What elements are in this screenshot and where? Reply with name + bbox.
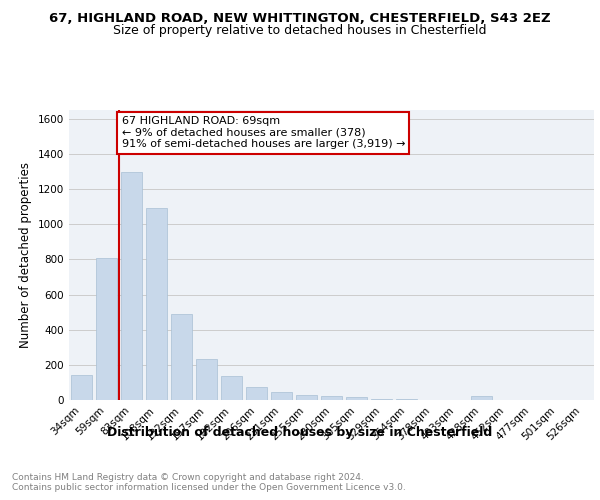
Text: 67 HIGHLAND ROAD: 69sqm
← 9% of detached houses are smaller (378)
91% of semi-de: 67 HIGHLAND ROAD: 69sqm ← 9% of detached… [121,116,405,150]
Bar [221,376,242,400]
Y-axis label: Number of detached properties: Number of detached properties [19,162,32,348]
Text: Distribution of detached houses by size in Chesterfield: Distribution of detached houses by size … [107,426,493,439]
Bar [96,258,117,400]
Bar [321,396,342,400]
Bar [146,208,167,400]
Bar [171,314,192,400]
Bar [471,396,492,400]
Bar [246,387,267,400]
Bar [296,394,317,400]
Text: 67, HIGHLAND ROAD, NEW WHITTINGTON, CHESTERFIELD, S43 2EZ: 67, HIGHLAND ROAD, NEW WHITTINGTON, CHES… [49,12,551,26]
Bar [196,358,217,400]
Bar [396,399,417,400]
Bar [71,376,92,400]
Text: Contains HM Land Registry data © Crown copyright and database right 2024.
Contai: Contains HM Land Registry data © Crown c… [12,472,406,492]
Bar [271,392,292,400]
Bar [121,172,142,400]
Bar [371,399,392,400]
Text: Size of property relative to detached houses in Chesterfield: Size of property relative to detached ho… [113,24,487,37]
Bar [346,398,367,400]
